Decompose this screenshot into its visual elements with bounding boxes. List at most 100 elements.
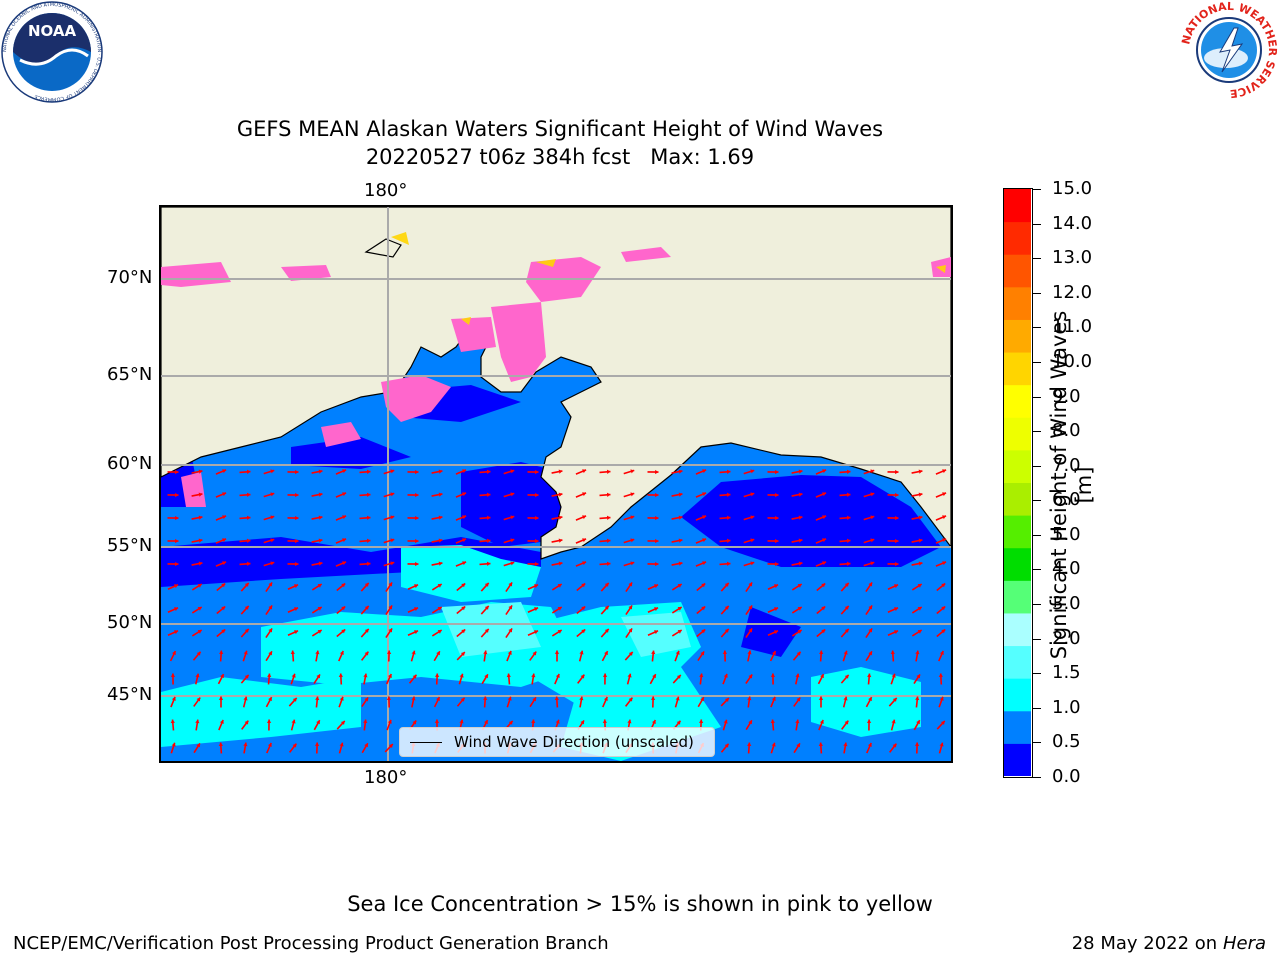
wave-arrow-head [818,742,823,747]
wave-arrow-head [508,628,513,633]
wave-arrow-head [775,538,779,544]
wave-arrow-head [748,582,753,587]
wave-arrow-head [606,561,611,566]
wave-arrow-head [196,743,200,748]
wave-arrow-head [390,492,395,497]
wave-arrow-head [676,720,681,725]
wave-arrow-head [843,696,848,701]
wave-arrow-head [317,607,322,611]
wave-arrow-head [270,469,275,474]
wave-arrow-head [603,696,608,701]
colorbar-tick [1033,638,1041,640]
wave-arrow-head [554,650,560,654]
wave-arrow-head [415,469,419,475]
wave-arrow-head [341,583,346,588]
wave-arrow-head [386,650,392,654]
wave-arrow-head [198,469,203,474]
wave-arrow-head [222,469,227,474]
wave-arrow-head [676,674,681,679]
colorbar-segment [1004,612,1031,647]
wave-arrow-head [941,629,946,634]
colorbar-tick-label: 10.0 [1052,350,1093,372]
wave-arrow-head [342,515,347,520]
wave-arrow-head [628,628,633,633]
wave-arrow-head [218,696,224,700]
colorbar-segment [1004,482,1031,516]
wave-arrow-head [750,492,755,497]
wave-arrow-head [654,607,659,612]
wave-arrow-head [918,515,923,520]
footer-credit: NCEP/EMC/Verification Post Processing Pr… [13,933,609,954]
wave-arrow-head [196,697,201,702]
wave-arrow-head [942,469,947,474]
colorbar-tick [1033,189,1041,190]
wave-arrow-head [701,606,706,611]
wave-arrow-head [270,492,275,497]
wave-arrow-head [678,515,683,520]
wave-arrow-head [294,584,299,589]
wave-arrow-head [655,469,659,475]
legend-line-sample [410,741,442,743]
wave-arrow-head [270,561,275,566]
wave-arrow-head [916,720,920,725]
wave-arrow-head [339,650,344,655]
wave-arrow-head [244,674,249,679]
wave-arrow-head [655,492,659,498]
wave-arrow-head [750,515,755,520]
wind-wave-direction-arrows [167,469,947,754]
colorbar-segment [1004,710,1031,744]
wave-arrow-head [366,561,371,566]
wave-arrow-head [366,469,371,474]
colorbar-segment [1004,547,1031,581]
wave-arrow-head [292,743,297,748]
wave-arrow-head [726,561,731,566]
wave-arrow-head [650,696,656,700]
wave-arrow-head [654,584,659,589]
wave-arrow-head [895,469,899,475]
wave-arrow-head [822,538,827,543]
wave-arrow-head [820,674,824,679]
wave-arrow-head [868,582,873,587]
wave-arrow-head [844,674,849,679]
sea-ice [161,247,951,507]
noaa-logo-text: NOAA [28,22,77,40]
wave-arrow-head [821,629,826,634]
wave-arrow-head [870,515,875,520]
wave-arrow-head [390,469,395,474]
wave-arrow-head [724,743,729,748]
wave-arrow-head [723,719,728,724]
wave-arrow-head [602,673,608,677]
wave-arrow-head [175,492,179,498]
wave-arrow-head [294,607,299,612]
graticule [161,207,951,761]
wave-arrow-head [295,561,299,567]
wave-arrow-head [702,469,707,474]
wave-arrow-head [462,538,467,543]
wave-arrow-head [844,605,849,610]
wave-arrow-head [941,583,946,588]
wave-arrow-head [318,515,323,520]
wave-arrow-head [818,696,824,700]
wave-arrow-head [819,650,824,655]
wave-arrow-head [338,673,344,677]
wave-arrow-head [775,561,779,567]
wave-arrow-head [243,696,248,701]
wave-arrow-head [222,538,227,543]
wave-arrow-head [295,538,299,544]
wave-arrow-head [510,469,515,474]
wave-arrow-head [770,673,776,677]
wave-arrow-head [750,469,755,474]
wave-arrow-head [868,605,873,610]
colorbar-tick-label: 0.5 [1052,731,1081,753]
colorbar-tick [1033,292,1041,294]
wave-arrow-head [364,582,369,587]
wave-arrow-head [942,561,947,566]
wave-arrow-head [534,630,539,635]
wave-arrow-head [414,630,419,635]
wave-arrow-head [363,719,368,724]
wave-arrow-head [602,719,608,723]
colorbar-segment [1004,221,1031,255]
colorbar-tick [1033,673,1041,675]
wave-arrow-head [723,673,728,678]
wave-arrow-head [341,606,346,611]
